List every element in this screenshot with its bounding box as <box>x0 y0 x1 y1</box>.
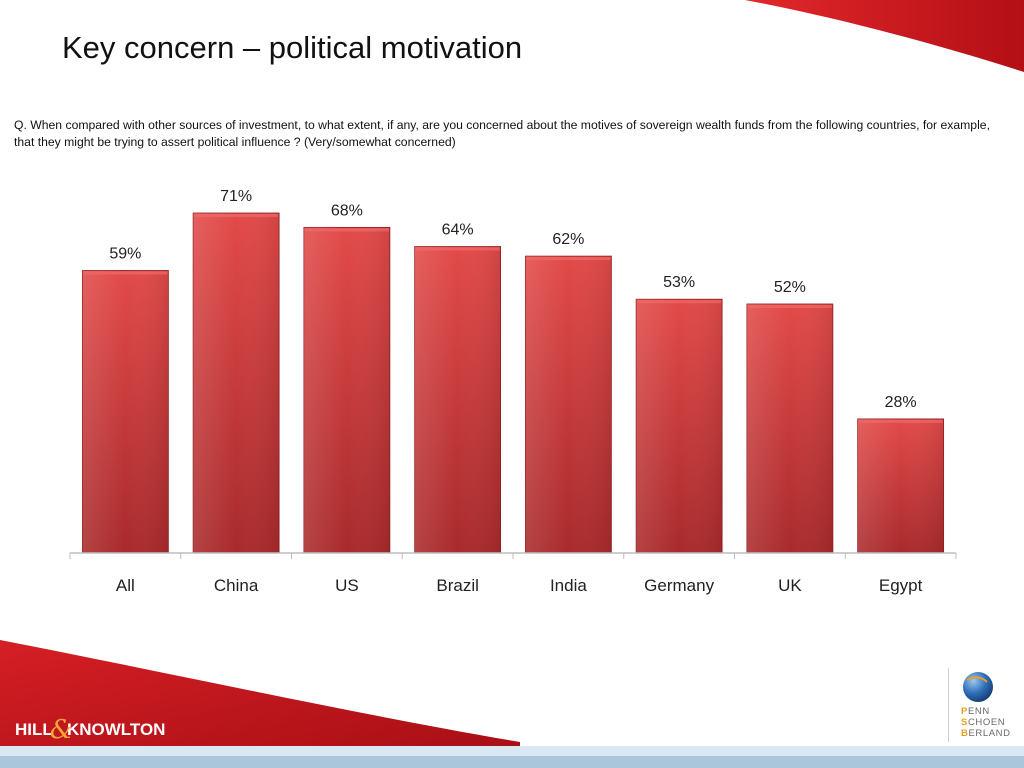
bar-top-edge <box>637 300 722 304</box>
bar-india <box>524 255 612 554</box>
bar-highlight <box>857 418 944 553</box>
data-label: 64% <box>442 222 474 239</box>
slide-title: Key concern – political motivation <box>62 30 523 65</box>
data-label: 52% <box>774 279 806 296</box>
data-label: 62% <box>552 231 584 248</box>
bar-top-edge <box>747 304 832 308</box>
category-label: Germany <box>644 576 714 595</box>
bar-chart: 59% 71% 68% 64% 62% 53% 52% 28% All China US Brazi… <box>69 188 957 595</box>
data-label: 71% <box>220 188 252 205</box>
bar-china <box>192 212 280 554</box>
bar-uk <box>746 303 834 554</box>
bar-germany <box>635 298 723 554</box>
bar-highlight <box>82 270 169 553</box>
bar-highlight <box>525 256 612 553</box>
bar-top-edge <box>304 228 389 232</box>
category-label: China <box>214 576 259 595</box>
bar-brazil <box>414 246 502 554</box>
bar-all <box>81 270 169 554</box>
bar-top-edge <box>194 214 279 217</box>
bar-top-edge <box>415 247 500 251</box>
category-label: All <box>116 576 135 595</box>
bar-us <box>303 226 391 554</box>
bar-highlight <box>414 246 501 553</box>
bar-top-edge <box>858 419 943 423</box>
bar-top-edge <box>526 257 611 261</box>
category-label: India <box>550 576 587 595</box>
bar-top-edge <box>83 271 168 275</box>
globe-icon <box>963 672 993 702</box>
data-label: 59% <box>109 245 141 262</box>
bar-egypt <box>857 418 945 554</box>
psb-line-3: BERLAND <box>961 728 1011 739</box>
header-swoosh <box>745 0 1024 72</box>
footer-band <box>0 640 1024 768</box>
bar-highlight <box>193 213 280 553</box>
data-label: 68% <box>331 202 363 219</box>
category-label: UK <box>778 576 802 595</box>
data-label: 28% <box>885 394 917 411</box>
psb-line-2: SCHOEN <box>961 717 1006 728</box>
survey-question: Q. When compared with other sources of i… <box>14 118 990 149</box>
bar-highlight <box>746 303 833 553</box>
hill-knowlton-logo: HILL&KNOWLTON <box>15 715 166 745</box>
psb-line-1: PENN <box>961 706 990 717</box>
category-label: Egypt <box>879 576 923 595</box>
category-label: US <box>335 576 359 595</box>
data-label: 53% <box>663 274 695 291</box>
bar-highlight <box>303 227 390 553</box>
bar-highlight <box>636 299 723 553</box>
penn-schoen-berland-logo: PENN SCHOEN BERLAND <box>948 668 1023 742</box>
category-label: Brazil <box>436 576 479 595</box>
